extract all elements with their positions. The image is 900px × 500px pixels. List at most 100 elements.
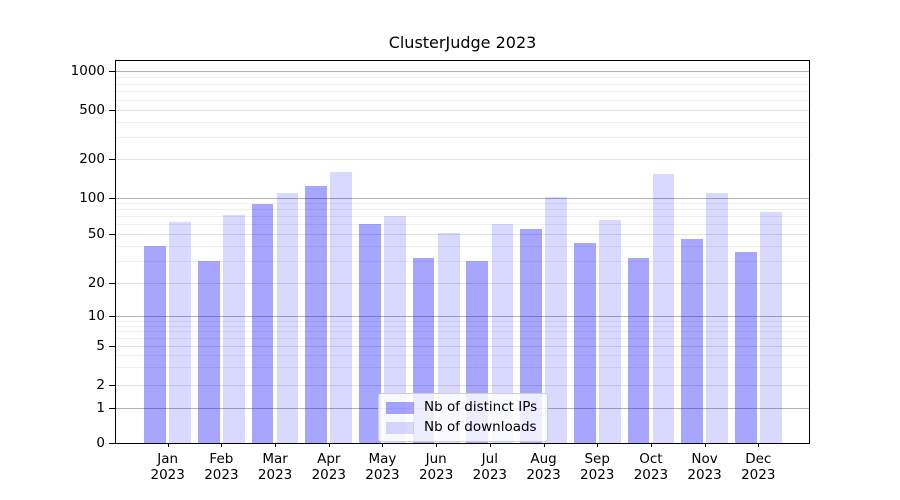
x-tick-mark: [758, 443, 760, 447]
x-tick-mark: [275, 443, 277, 447]
legend-label-downloads: Nb of downloads: [424, 419, 537, 435]
x-tick-label-may: May 2023: [365, 451, 400, 483]
gridline-minor: [116, 76, 809, 78]
x-tick-label-dec: Dec 2023: [741, 451, 776, 483]
bar-distinct-ips-apr: [305, 186, 328, 443]
y-tick-mark: [109, 110, 115, 112]
legend-label-distinct-ips: Nb of distinct IPs: [424, 399, 538, 415]
x-tick-mark: [650, 443, 652, 447]
bar-downloads-feb: [223, 214, 245, 443]
x-tick-mark: [543, 443, 545, 447]
bar-distinct-ips-may: [359, 224, 381, 443]
gridline-minor: [116, 137, 809, 139]
bar-distinct-ips-mar: [251, 203, 274, 443]
bar-distinct-ips-sep: [573, 243, 596, 443]
bar-distinct-ips-dec: [734, 251, 757, 443]
bar-downloads-apr: [330, 172, 353, 443]
gridline-minor: [116, 209, 809, 211]
y-tick-label: 5: [96, 337, 105, 354]
x-tick-mark: [597, 443, 599, 447]
bar-downloads-jun: [437, 232, 460, 443]
x-tick-mark: [328, 443, 330, 447]
gridline-minor: [116, 320, 809, 322]
legend-swatch-distinct-ips: [386, 401, 414, 414]
x-tick-label-jan: Jan 2023: [150, 451, 185, 483]
x-tick-mark: [221, 443, 223, 447]
y-tick-mark: [109, 345, 115, 347]
gridline-minor: [116, 203, 809, 205]
y-tick-label: 2: [96, 376, 105, 393]
gridline-major: [116, 316, 809, 318]
x-tick-label-jul: Jul 2023: [472, 451, 507, 483]
y-tick-mark: [109, 70, 115, 72]
bar-distinct-ips-nov: [681, 239, 703, 443]
y-axis-labels: 0 1 2 5 10 20 50 100 200 500 1000: [0, 60, 105, 451]
x-tick-mark: [167, 443, 169, 447]
chart-title: ClusterJudge 2023: [388, 33, 537, 52]
gridline-major: [116, 233, 809, 235]
y-tick-mark: [109, 283, 115, 285]
bar-downloads-sep: [598, 220, 621, 443]
gridline-minor: [116, 325, 809, 327]
gridline-major: [116, 283, 809, 285]
bar-distinct-ips-jan: [144, 245, 166, 443]
plot-area: [109, 60, 810, 447]
y-tick-label: 200: [79, 150, 105, 167]
gridline-major: [116, 197, 809, 199]
gridline-minor: [116, 216, 809, 218]
legend-item-downloads: Nb of downloads: [386, 419, 537, 436]
legend: Nb of distinct IPs Nb of downloads: [378, 393, 549, 442]
y-tick-label: 10: [87, 308, 105, 325]
bar-downloads-nov: [706, 193, 728, 443]
gridline-minor: [116, 355, 809, 357]
bar-downloads-oct: [652, 174, 675, 443]
gridline-minor: [116, 245, 809, 247]
y-tick-mark: [109, 384, 115, 386]
y-tick-mark: [109, 197, 115, 199]
y-tick-label: 1000: [70, 62, 105, 79]
bar-distinct-ips-aug: [520, 228, 542, 443]
y-tick-label: 500: [79, 102, 105, 119]
bar-downloads-dec: [759, 211, 782, 443]
gridline-minor: [116, 367, 809, 369]
x-tick-label-feb: Feb 2023: [204, 451, 239, 483]
gridline-minor: [116, 121, 809, 123]
y-tick-label: 1: [96, 400, 105, 417]
x-tick-mark: [436, 443, 438, 447]
x-tick-label-oct: Oct 2023: [633, 451, 669, 483]
legend-swatch-downloads: [386, 421, 414, 434]
x-tick-label-sep: Sep 2023: [580, 451, 615, 483]
x-tick-label-aug: Aug 2023: [526, 451, 561, 483]
bar-downloads-may: [384, 216, 406, 443]
x-tick-label-mar: Mar 2023: [257, 451, 293, 483]
bar-downloads-mar: [276, 193, 299, 443]
bar-downloads-jul: [491, 224, 514, 443]
bar-distinct-ips-feb: [197, 261, 220, 443]
x-tick-label-jun: Jun 2023: [418, 451, 454, 483]
gridline-minor: [116, 331, 809, 333]
bar-downloads-aug: [545, 197, 567, 443]
y-tick-mark: [109, 158, 115, 160]
x-tick-label-apr: Apr 2023: [311, 451, 346, 483]
gridline-minor: [116, 224, 809, 226]
y-tick-mark: [109, 233, 115, 235]
x-tick-mark: [382, 443, 384, 447]
y-tick-label: 100: [79, 189, 105, 206]
gridline-major: [116, 158, 809, 160]
legend-item-distinct-ips: Nb of distinct IPs: [386, 399, 537, 416]
bar-distinct-ips-oct: [627, 257, 650, 443]
x-tick-mark: [489, 443, 491, 447]
y-tick-mark: [109, 316, 115, 318]
gridline-major: [116, 110, 809, 112]
x-tick-label-nov: Nov 2023: [687, 451, 722, 483]
y-tick-label: 0: [96, 435, 105, 451]
x-tick-mark: [704, 443, 706, 447]
bar-downloads-jan: [169, 221, 192, 443]
gridline-major: [116, 345, 809, 347]
gridline-major: [116, 70, 809, 72]
y-tick-mark: [109, 443, 115, 444]
gridline-minor: [116, 91, 809, 93]
y-tick-label: 50: [87, 225, 105, 242]
y-tick-mark: [109, 408, 115, 410]
